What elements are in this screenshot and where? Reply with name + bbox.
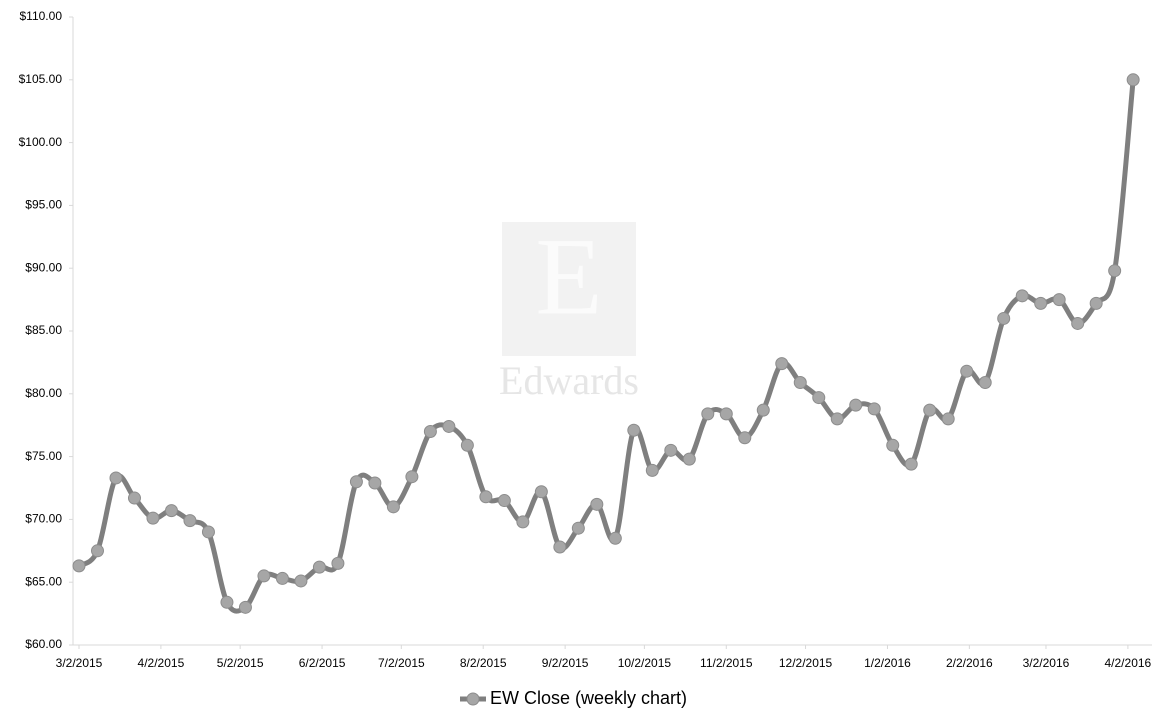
x-tick-label: 11/2/2015	[700, 656, 753, 670]
marker	[72, 559, 86, 573]
marker	[960, 364, 974, 378]
marker	[90, 544, 104, 558]
marker	[442, 419, 456, 433]
marker	[1071, 316, 1085, 330]
marker	[405, 470, 419, 484]
x-tick-label: 3/2/2016	[1023, 656, 1070, 670]
x-tick-label: 9/2/2015	[542, 656, 589, 670]
x-tick-label: 3/2/2015	[56, 656, 103, 670]
watermark: Edwards	[499, 358, 639, 403]
marker	[571, 521, 585, 535]
y-tick-label: $65.00	[25, 574, 62, 588]
y-tick-label: $60.00	[25, 637, 62, 651]
marker	[553, 540, 567, 554]
marker	[257, 569, 271, 583]
marker	[756, 403, 770, 417]
marker	[220, 595, 234, 609]
marker	[645, 463, 659, 477]
marker	[830, 412, 844, 426]
marker	[201, 525, 215, 539]
x-tick-label: 4/2/2016	[1105, 656, 1152, 670]
marker	[146, 511, 160, 525]
y-tick-label: $110.00	[20, 9, 63, 23]
y-tick-label: $90.00	[25, 260, 62, 274]
marker	[183, 514, 197, 528]
x-tick-label: 2/2/2016	[946, 656, 993, 670]
marker	[1052, 293, 1066, 307]
marker	[1089, 296, 1103, 310]
y-tick-label: $100.00	[19, 135, 63, 149]
x-tick-label: 8/2/2015	[460, 656, 507, 670]
x-tick-label: 10/2/2015	[618, 656, 672, 670]
marker	[1108, 264, 1122, 278]
marker	[682, 452, 696, 466]
y-tick-label: $80.00	[25, 386, 62, 400]
marker	[886, 438, 900, 452]
marker	[608, 531, 622, 545]
marker	[997, 311, 1011, 325]
marker	[812, 391, 826, 405]
x-tick-label: 7/2/2015	[378, 656, 425, 670]
marker	[423, 424, 437, 438]
x-tick-label: 5/2/2015	[217, 656, 264, 670]
marker	[978, 375, 992, 389]
marker	[238, 600, 252, 614]
legend-marker	[466, 692, 480, 706]
marker	[1034, 296, 1048, 310]
marker	[368, 476, 382, 490]
marker	[719, 407, 733, 421]
y-tick-label: $75.00	[25, 449, 62, 463]
y-tick-label: $85.00	[25, 323, 62, 337]
watermark-logo: E	[502, 215, 636, 356]
marker	[793, 375, 807, 389]
x-tick-label: 6/2/2015	[299, 656, 346, 670]
marker	[127, 491, 141, 505]
x-tick-label: 12/2/2015	[779, 656, 833, 670]
y-tick-label: $105.00	[19, 72, 63, 86]
marker	[386, 500, 400, 514]
marker	[497, 494, 511, 508]
x-tick-label: 4/2/2015	[138, 656, 185, 670]
marker	[738, 431, 752, 445]
marker	[867, 402, 881, 416]
marker	[349, 475, 363, 489]
marker	[516, 515, 530, 529]
marker	[941, 412, 955, 426]
marker	[664, 443, 678, 457]
marker	[312, 560, 326, 574]
legend-label: EW Close (weekly chart)	[490, 688, 687, 708]
marker	[164, 504, 178, 518]
marker	[275, 571, 289, 585]
y-tick-label: $95.00	[25, 198, 62, 212]
marker	[294, 574, 308, 588]
marker	[701, 407, 715, 421]
marker	[849, 398, 863, 412]
marker	[1126, 73, 1140, 87]
y-tick-label: $70.00	[25, 512, 62, 526]
marker	[460, 438, 474, 452]
marker	[109, 471, 123, 485]
marker	[534, 485, 548, 499]
marker	[1015, 289, 1029, 303]
marker	[479, 490, 493, 504]
svg-text:E: E	[535, 215, 602, 337]
marker	[775, 357, 789, 371]
marker	[331, 556, 345, 570]
x-tick-label: 1/2/2016	[864, 656, 911, 670]
marker	[627, 423, 641, 437]
marker	[923, 403, 937, 417]
marker	[590, 497, 604, 511]
marker	[904, 457, 918, 471]
